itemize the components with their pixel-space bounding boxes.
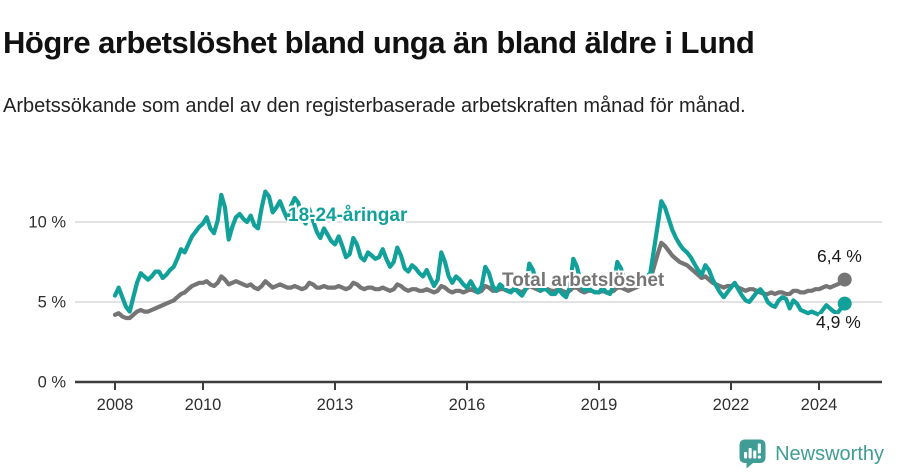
x-tick-label: 2010 bbox=[185, 396, 222, 414]
end-value-label-youth: 4,9 % bbox=[816, 312, 861, 332]
newsworthy-wordmark: Newsworthy bbox=[775, 442, 884, 465]
series-end-dot-youth bbox=[837, 296, 852, 311]
x-tick-label: 2024 bbox=[801, 396, 838, 414]
series-label-total: Total arbetslöshet bbox=[502, 270, 665, 291]
series-line-youth bbox=[112, 189, 847, 317]
end-value-label-total: 6,4 % bbox=[817, 246, 862, 266]
x-tick-label: 2022 bbox=[713, 396, 750, 414]
y-tick-label: 5 % bbox=[38, 294, 67, 312]
series-line-total bbox=[112, 240, 847, 321]
x-tick-label: 2019 bbox=[581, 396, 618, 414]
chart-subtitle: Arbetssökande som andel av den registerb… bbox=[3, 95, 746, 117]
newsworthy-logo: Newsworthy bbox=[739, 439, 884, 469]
y-tick-label: 0 % bbox=[38, 374, 67, 392]
series-end-dot-total bbox=[837, 272, 852, 287]
series-label-youth: 18-24-åringar bbox=[288, 205, 408, 226]
x-tick-label: 2013 bbox=[317, 396, 354, 414]
x-tick-label: 2008 bbox=[97, 396, 134, 414]
page-title: Högre arbetslöshet bland unga än bland ä… bbox=[3, 24, 755, 60]
y-tick-label: 10 % bbox=[28, 214, 66, 232]
newsworthy-bubble-icon bbox=[739, 439, 766, 469]
x-tick-label: 2016 bbox=[449, 396, 486, 414]
